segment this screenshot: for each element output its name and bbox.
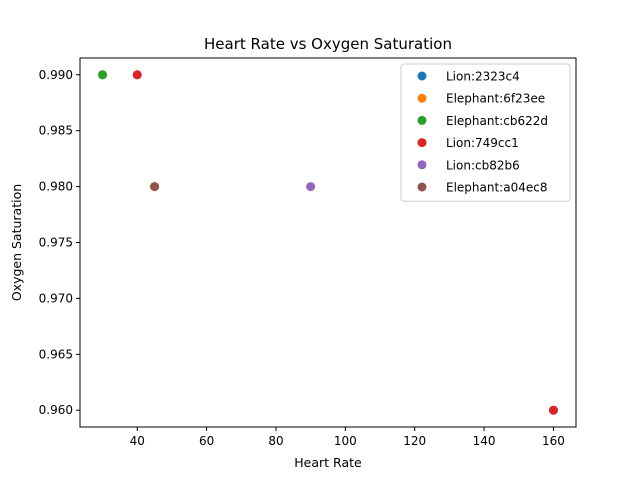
x-tick-label: 80 — [268, 434, 283, 448]
y-tick-label: 0.980 — [39, 180, 73, 194]
chart-title: Heart Rate vs Oxygen Saturation — [204, 35, 452, 53]
legend-marker — [417, 93, 427, 103]
x-tick-label: 40 — [130, 434, 145, 448]
y-tick-label: 0.990 — [39, 68, 73, 82]
y-tick-label: 0.965 — [39, 347, 73, 361]
y-tick-label: 0.985 — [39, 124, 73, 138]
legend-entry-label: Lion:2323c4 — [446, 70, 520, 84]
legend-marker — [417, 115, 427, 125]
data-points — [98, 70, 558, 415]
x-axis: 40 60 80 100 120 140 160 — [130, 427, 565, 448]
data-point — [98, 70, 108, 80]
legend-entry-label: Elephant:6f23ee — [446, 92, 545, 106]
data-point — [306, 182, 316, 192]
legend-marker — [417, 160, 427, 170]
x-axis-label: Heart Rate — [294, 455, 362, 470]
data-point — [132, 70, 142, 80]
x-tick-label: 140 — [473, 434, 496, 448]
y-tick-label: 0.960 — [39, 403, 73, 417]
x-tick-label: 60 — [199, 434, 214, 448]
legend-marker — [417, 138, 427, 148]
y-tick-label: 0.970 — [39, 291, 73, 305]
y-tick-label: 0.975 — [39, 236, 73, 250]
legend-entry-label: Elephant:a04ec8 — [446, 181, 547, 195]
legend-entry-label: Lion:749cc1 — [446, 136, 519, 150]
legend-box — [400, 63, 571, 202]
legend: Lion:2323c4 Elephant:6f23ee Elephant:cb622… — [400, 63, 571, 202]
y-axis: 0.960 0.965 0.970 0.975 0.980 0.985 0.990 — [39, 68, 80, 417]
x-tick-label: 120 — [403, 434, 426, 448]
legend-marker — [417, 182, 427, 192]
x-tick-label: 160 — [542, 434, 565, 448]
data-point — [150, 182, 160, 192]
y-axis-label: Oxygen Saturation — [9, 184, 24, 301]
data-point — [548, 405, 558, 415]
legend-marker — [417, 71, 427, 81]
legend-entry-label: Elephant:cb622d — [446, 114, 548, 128]
legend-entry-label: Lion:cb82b6 — [446, 158, 520, 172]
x-tick-label: 100 — [334, 434, 357, 448]
